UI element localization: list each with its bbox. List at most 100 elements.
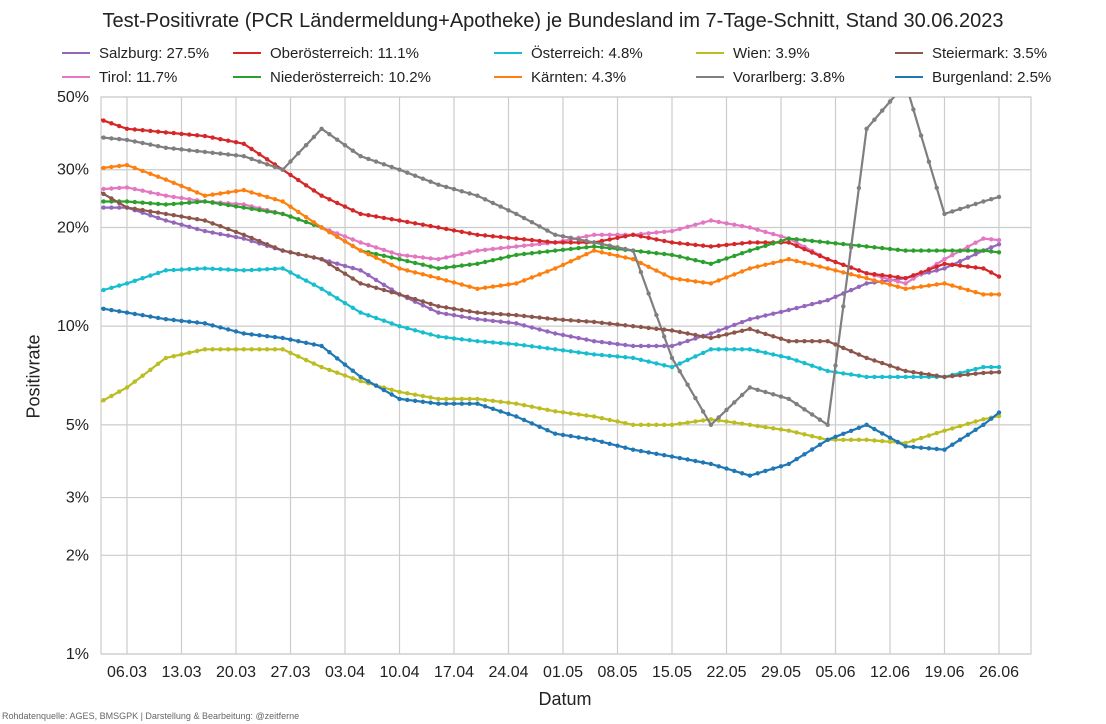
data-point-burgenland <box>288 337 293 342</box>
data-point-tirol <box>685 224 690 229</box>
data-point-österreich <box>794 358 799 363</box>
data-point-steiermark <box>607 321 612 326</box>
data-point-steiermark <box>109 196 114 201</box>
data-point-salzburg <box>420 303 426 308</box>
data-point-tirol <box>996 237 1002 243</box>
data-point-steiermark <box>887 363 893 368</box>
data-point-kärnten <box>303 214 309 220</box>
data-point-kärnten <box>856 274 862 279</box>
data-point-burgenland <box>716 464 721 469</box>
data-point-tirol <box>498 245 503 251</box>
data-point-burgenland <box>319 343 324 349</box>
data-point-niederösterreich <box>872 245 877 250</box>
data-point-salzburg <box>155 215 161 221</box>
data-point-österreich <box>825 368 830 374</box>
data-point-oberösterreich <box>568 240 573 245</box>
data-point-niederösterreich <box>584 245 589 250</box>
data-point-burgenland <box>607 441 612 446</box>
data-point-wien <box>241 347 246 352</box>
data-point-niederösterreich <box>94 199 98 203</box>
data-point-wien <box>755 423 760 429</box>
data-point-steiermark <box>802 339 807 344</box>
data-point-niederösterreich <box>778 238 784 244</box>
data-point-steiermark <box>311 255 317 260</box>
data-point-tirol <box>117 185 122 191</box>
data-point-niederösterreich <box>965 248 971 253</box>
data-point-burgenland <box>272 334 278 340</box>
data-point-österreich <box>94 290 98 294</box>
data-point-wien <box>342 373 348 378</box>
data-point-kärnten <box>809 262 815 267</box>
x-tick-label: 26.06 <box>979 664 1019 681</box>
data-point-österreich <box>918 374 924 380</box>
data-point-salzburg <box>459 314 464 319</box>
data-point-niederösterreich <box>560 247 566 252</box>
data-point-burgenland <box>475 401 480 406</box>
data-point-burgenland <box>451 401 457 406</box>
data-point-kärnten <box>841 270 846 275</box>
data-point-tirol <box>109 186 114 191</box>
legend-swatch <box>696 75 724 79</box>
data-point-salzburg <box>568 334 573 339</box>
data-point-österreich <box>117 283 122 288</box>
data-point-salzburg <box>521 323 527 328</box>
data-point-burgenland <box>311 342 317 347</box>
legend-item: Oberösterreich: 11.1% <box>233 45 419 62</box>
data-point-wien <box>350 376 355 381</box>
data-point-niederösterreich <box>381 253 387 258</box>
data-point-wien <box>194 348 200 354</box>
data-point-salzburg <box>94 205 98 209</box>
data-point-niederösterreich <box>272 210 278 215</box>
data-point-oberösterreich <box>918 270 924 275</box>
data-point-kärnten <box>662 272 667 277</box>
data-point-burgenland <box>280 335 285 341</box>
data-point-burgenland <box>591 437 597 442</box>
data-point-vorarlberg <box>140 140 145 146</box>
data-point-vorarlberg <box>327 132 332 137</box>
data-point-burgenland <box>101 306 106 311</box>
data-point-kärnten <box>654 268 659 273</box>
data-point-österreich <box>872 374 877 380</box>
data-point-österreich <box>101 287 106 293</box>
data-point-vorarlberg <box>233 153 239 158</box>
data-point-niederösterreich <box>950 248 955 253</box>
data-point-kärnten <box>786 257 791 262</box>
data-point-vorarlberg <box>366 156 371 162</box>
data-point-oberösterreich <box>599 238 605 244</box>
data-point-salzburg <box>794 305 799 311</box>
data-point-oberösterreich <box>872 272 877 277</box>
data-point-steiermark <box>272 245 278 250</box>
data-point-wien <box>397 389 402 395</box>
data-point-österreich <box>412 328 418 333</box>
data-point-österreich <box>397 324 402 329</box>
data-point-oberösterreich <box>412 221 418 226</box>
data-point-niederösterreich <box>86 199 90 203</box>
data-point-österreich <box>163 268 169 273</box>
data-point-steiermark <box>646 325 651 331</box>
data-point-steiermark <box>117 200 122 206</box>
data-point-österreich <box>257 267 262 272</box>
data-point-burgenland <box>436 401 441 406</box>
data-point-steiermark <box>856 352 862 357</box>
data-point-österreich <box>381 318 387 323</box>
data-point-österreich <box>739 347 745 352</box>
data-point-kärnten <box>934 282 939 287</box>
data-point-burgenland <box>771 466 776 471</box>
data-point-salzburg <box>101 205 106 210</box>
data-point-vorarlberg <box>918 133 924 138</box>
data-point-oberösterreich <box>895 275 900 280</box>
data-point-österreich <box>148 273 153 278</box>
data-point-kärnten <box>537 272 542 277</box>
data-point-burgenland <box>700 460 706 465</box>
data-point-kärnten <box>350 243 355 249</box>
data-point-tirol <box>373 245 379 250</box>
data-point-burgenland <box>841 431 846 436</box>
data-point-niederösterreich <box>802 237 807 243</box>
data-point-österreich <box>420 330 426 335</box>
data-point-niederösterreich <box>148 201 153 206</box>
x-tick-label: 15.05 <box>652 664 692 681</box>
data-point-steiermark <box>179 214 184 219</box>
data-point-burgenland <box>638 448 644 454</box>
data-point-vorarlberg <box>623 246 628 252</box>
data-point-tirol <box>708 218 714 223</box>
